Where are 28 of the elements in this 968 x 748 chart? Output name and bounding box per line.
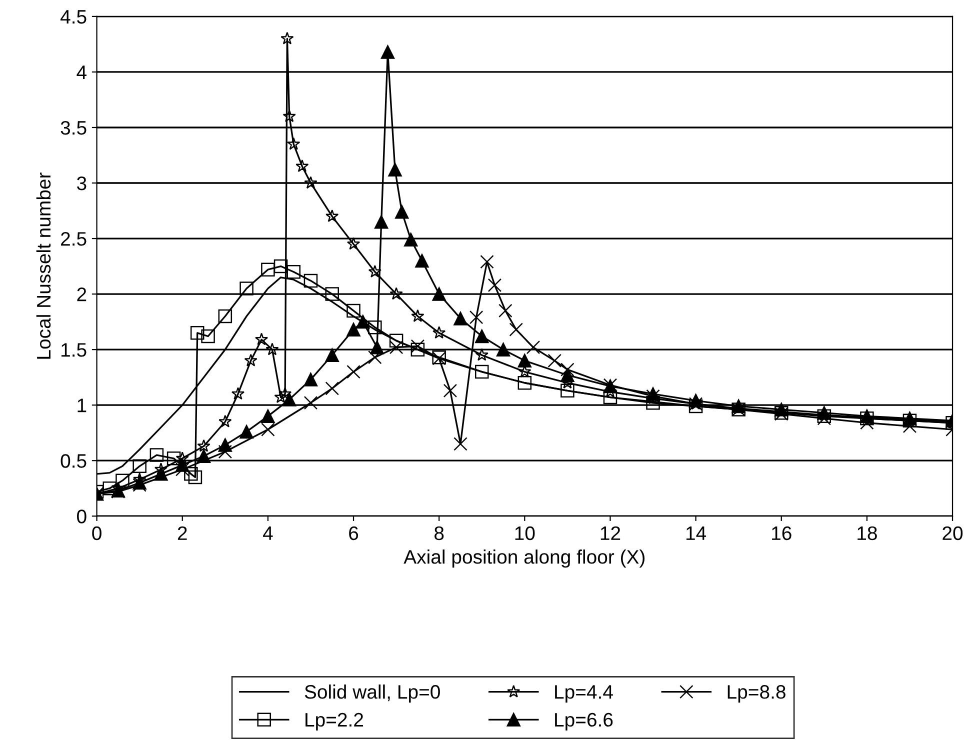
y-tick-label: 1 <box>78 398 86 412</box>
y-axis-title: Local Nusselt number <box>36 172 51 359</box>
x-tick-label: 16 <box>772 526 792 540</box>
legend-label: Lp=4.4 <box>555 685 613 703</box>
legend-label: Lp=8.8 <box>728 685 786 703</box>
y-tick-label: 1.5 <box>62 343 86 357</box>
x-tick-label: 8 <box>434 526 444 540</box>
y-tick-label: 2 <box>77 288 86 302</box>
y-tick-label: 2.5 <box>61 232 86 246</box>
x-tick-label: 0 <box>92 526 102 540</box>
y-tick-label: 4 <box>76 66 87 80</box>
x-tick-label: 4 <box>262 526 273 540</box>
x-tick-label: 14 <box>686 526 706 540</box>
y-tick-label: 0 <box>77 510 86 524</box>
y-tick-label: 3 <box>77 176 86 190</box>
x-tick-label: 18 <box>858 526 877 540</box>
x-tick-label: 10 <box>515 526 535 540</box>
x-tick-label: 6 <box>349 526 358 540</box>
x-tick-label: 2 <box>178 526 187 540</box>
legend-label: Lp=2.2 <box>306 712 364 730</box>
y-tick-label: 0.5 <box>60 454 86 468</box>
x-tick-label: 20 <box>942 526 963 540</box>
y-tick-label: 3.5 <box>60 120 86 135</box>
legend-label: Lp=6.6 <box>555 712 613 730</box>
x-axis-title: Axial position along floor (X) <box>404 550 645 568</box>
legend-label: Solid wall, Lp=0 <box>304 684 440 703</box>
x-tick-label: 12 <box>600 526 620 540</box>
y-tick-label: 4.5 <box>60 10 86 24</box>
